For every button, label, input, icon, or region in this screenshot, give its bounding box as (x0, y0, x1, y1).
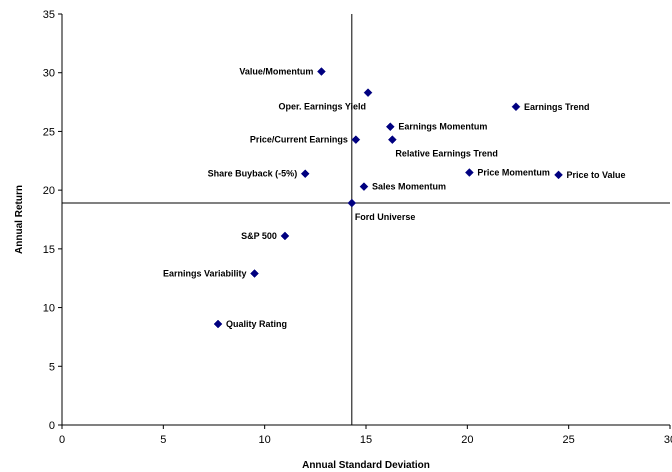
data-label: Value/Momentum (239, 67, 313, 77)
data-point (317, 68, 325, 76)
data-label: Ford Universe (355, 212, 416, 222)
data-point (251, 270, 259, 278)
x-tick-label: 5 (160, 434, 166, 446)
x-tick-label: 25 (563, 434, 575, 446)
x-tick-label: 30 (664, 434, 672, 446)
x-tick-label: 15 (360, 434, 372, 446)
data-label: Quality Rating (226, 319, 287, 329)
x-tick-label: 0 (59, 434, 65, 446)
data-label: Sales Momentum (372, 182, 446, 192)
x-axis-title: Annual Standard Deviation (302, 460, 430, 471)
data-label: Earnings Variability (163, 269, 247, 279)
data-label: Oper. Earnings Yield (278, 102, 366, 112)
data-label: Relative Earnings Trend (395, 149, 498, 159)
data-points (214, 68, 562, 328)
data-point (364, 89, 372, 97)
axes: 0 5 10 15 20 25 30 35 0 5 10 15 20 25 30 (43, 9, 672, 446)
data-label: Price to Value (567, 170, 626, 180)
y-tick-label: 0 (49, 420, 55, 432)
data-point (214, 320, 222, 328)
y-tick-label: 10 (43, 303, 55, 315)
data-point (360, 183, 368, 191)
data-label: Share Buyback (-5%) (208, 169, 298, 179)
data-point (348, 199, 356, 207)
data-label: S&P 500 (241, 231, 277, 241)
y-tick-label: 30 (43, 68, 55, 80)
data-label: Price/Current Earnings (250, 135, 348, 145)
data-point (281, 232, 289, 240)
data-point (352, 136, 360, 144)
data-label: Earnings Momentum (398, 122, 487, 132)
data-point (555, 171, 563, 179)
data-label: Earnings Trend (524, 102, 590, 112)
x-tick-label: 20 (461, 434, 473, 446)
y-tick-label: 5 (49, 361, 55, 373)
data-point (388, 136, 396, 144)
y-tick-label: 20 (43, 185, 55, 197)
data-point (465, 169, 473, 177)
y-tick-label: 35 (43, 9, 55, 21)
data-point (301, 170, 309, 178)
data-label: Price Momentum (477, 168, 550, 178)
data-labels: Value/Momentum Oper. Earnings Yield Earnin… (163, 67, 626, 329)
y-axis-title: Annual Return (14, 185, 25, 254)
data-point (386, 123, 394, 131)
data-point (512, 103, 520, 111)
x-tick-label: 10 (259, 434, 271, 446)
y-tick-label: 25 (43, 126, 55, 138)
y-tick-label: 15 (43, 244, 55, 256)
